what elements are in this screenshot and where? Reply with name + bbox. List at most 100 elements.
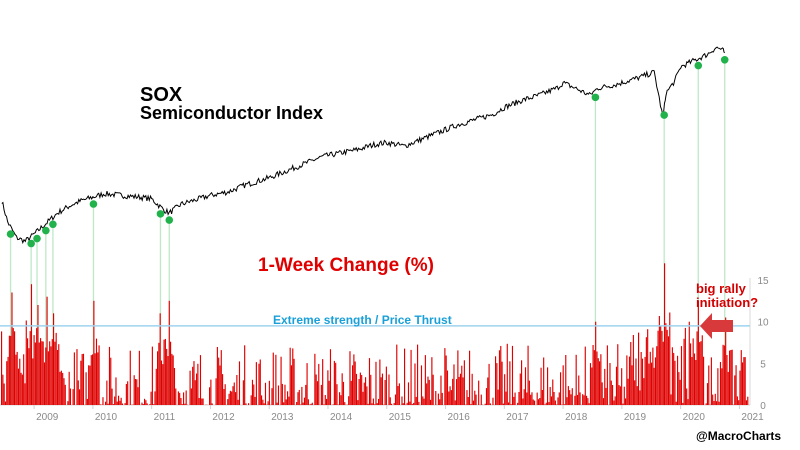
change-bar xyxy=(320,384,322,405)
change-bar xyxy=(28,348,30,405)
change-bar xyxy=(647,329,649,405)
change-bar xyxy=(183,392,185,405)
change-bar xyxy=(680,346,683,405)
change-bar xyxy=(544,404,546,405)
change-bar xyxy=(427,376,429,405)
change-bar xyxy=(36,328,38,405)
change-bar xyxy=(119,400,121,405)
change-bar xyxy=(238,361,241,405)
marker-dot xyxy=(591,93,600,102)
change-bar xyxy=(657,330,659,405)
change-bar xyxy=(68,371,70,405)
change-bar xyxy=(219,365,221,405)
change-bar xyxy=(489,403,491,405)
change-bar xyxy=(517,402,519,405)
change-bar xyxy=(480,394,482,405)
change-bar xyxy=(124,403,126,405)
change-bar xyxy=(293,358,295,405)
change-bar xyxy=(552,379,554,405)
change-bar xyxy=(734,375,736,405)
change-bar xyxy=(94,353,96,405)
change-bar xyxy=(45,347,47,405)
change-bar xyxy=(439,399,441,405)
marker-dot xyxy=(42,226,50,235)
change-bar xyxy=(554,400,556,405)
change-bar xyxy=(740,350,742,405)
change-bar xyxy=(423,398,425,405)
change-bar xyxy=(404,348,406,405)
change-bar xyxy=(166,348,168,405)
change-bar xyxy=(597,358,599,405)
change-bar xyxy=(605,387,607,405)
change-bar xyxy=(141,402,143,405)
change-bar xyxy=(190,388,192,405)
change-bar xyxy=(600,354,602,405)
change-bar xyxy=(284,384,286,405)
change-bar xyxy=(3,383,5,405)
change-bar xyxy=(588,403,590,405)
change-bar xyxy=(259,359,261,405)
change-bar xyxy=(201,398,203,405)
change-bar xyxy=(292,348,294,405)
change-bar xyxy=(370,374,372,405)
change-bar xyxy=(691,357,693,405)
change-bar xyxy=(314,353,316,405)
change-bar xyxy=(467,397,469,405)
change-bar xyxy=(677,355,679,405)
change-bar xyxy=(635,358,637,405)
change-bar xyxy=(530,394,532,405)
change-bar xyxy=(268,380,270,405)
change-bar xyxy=(193,361,195,405)
change-bar xyxy=(46,296,48,405)
change-bar xyxy=(115,377,117,405)
change-bar xyxy=(275,354,277,405)
change-bar xyxy=(674,360,676,405)
marker-dot xyxy=(156,210,165,218)
change-bar xyxy=(669,312,671,405)
change-bar xyxy=(155,368,157,405)
change-bar xyxy=(340,395,342,405)
grid-layer xyxy=(0,278,751,406)
change-bar xyxy=(498,350,501,405)
change-bar xyxy=(511,345,514,405)
change-bar xyxy=(92,354,94,405)
change-bar xyxy=(218,357,220,405)
change-bar xyxy=(15,354,17,405)
change-bar xyxy=(17,368,20,405)
change-bar xyxy=(63,378,65,405)
change-bar xyxy=(172,355,174,405)
change-bar xyxy=(77,380,79,405)
change-bar xyxy=(197,363,199,405)
change-bar xyxy=(228,393,230,405)
change-bar xyxy=(583,395,585,405)
change-bar xyxy=(653,367,655,405)
change-bar xyxy=(157,351,159,405)
change-bar xyxy=(422,396,424,405)
change-bar xyxy=(488,363,490,405)
change-bar xyxy=(508,402,510,405)
change-bar xyxy=(692,338,694,405)
change-bar xyxy=(589,363,592,405)
change-bar xyxy=(428,379,430,405)
change-bar xyxy=(272,352,274,405)
change-bar xyxy=(7,356,9,405)
change-bar xyxy=(362,391,364,405)
change-bar xyxy=(495,356,497,405)
change-bar xyxy=(27,338,29,405)
marker-dots xyxy=(6,56,729,248)
change-bar xyxy=(368,358,371,405)
change-bar xyxy=(641,358,644,405)
change-bar xyxy=(358,379,360,405)
change-bar xyxy=(448,391,450,405)
change-bar xyxy=(587,398,589,405)
change-bar xyxy=(344,402,346,405)
change-bar xyxy=(536,392,538,405)
change-bar xyxy=(258,363,260,405)
change-bar xyxy=(651,362,653,405)
change-bar xyxy=(521,360,523,405)
change-bar xyxy=(42,341,44,405)
change-bar xyxy=(470,404,472,405)
change-bar xyxy=(695,360,697,405)
change-bar xyxy=(614,396,616,405)
change-bar xyxy=(371,403,373,405)
